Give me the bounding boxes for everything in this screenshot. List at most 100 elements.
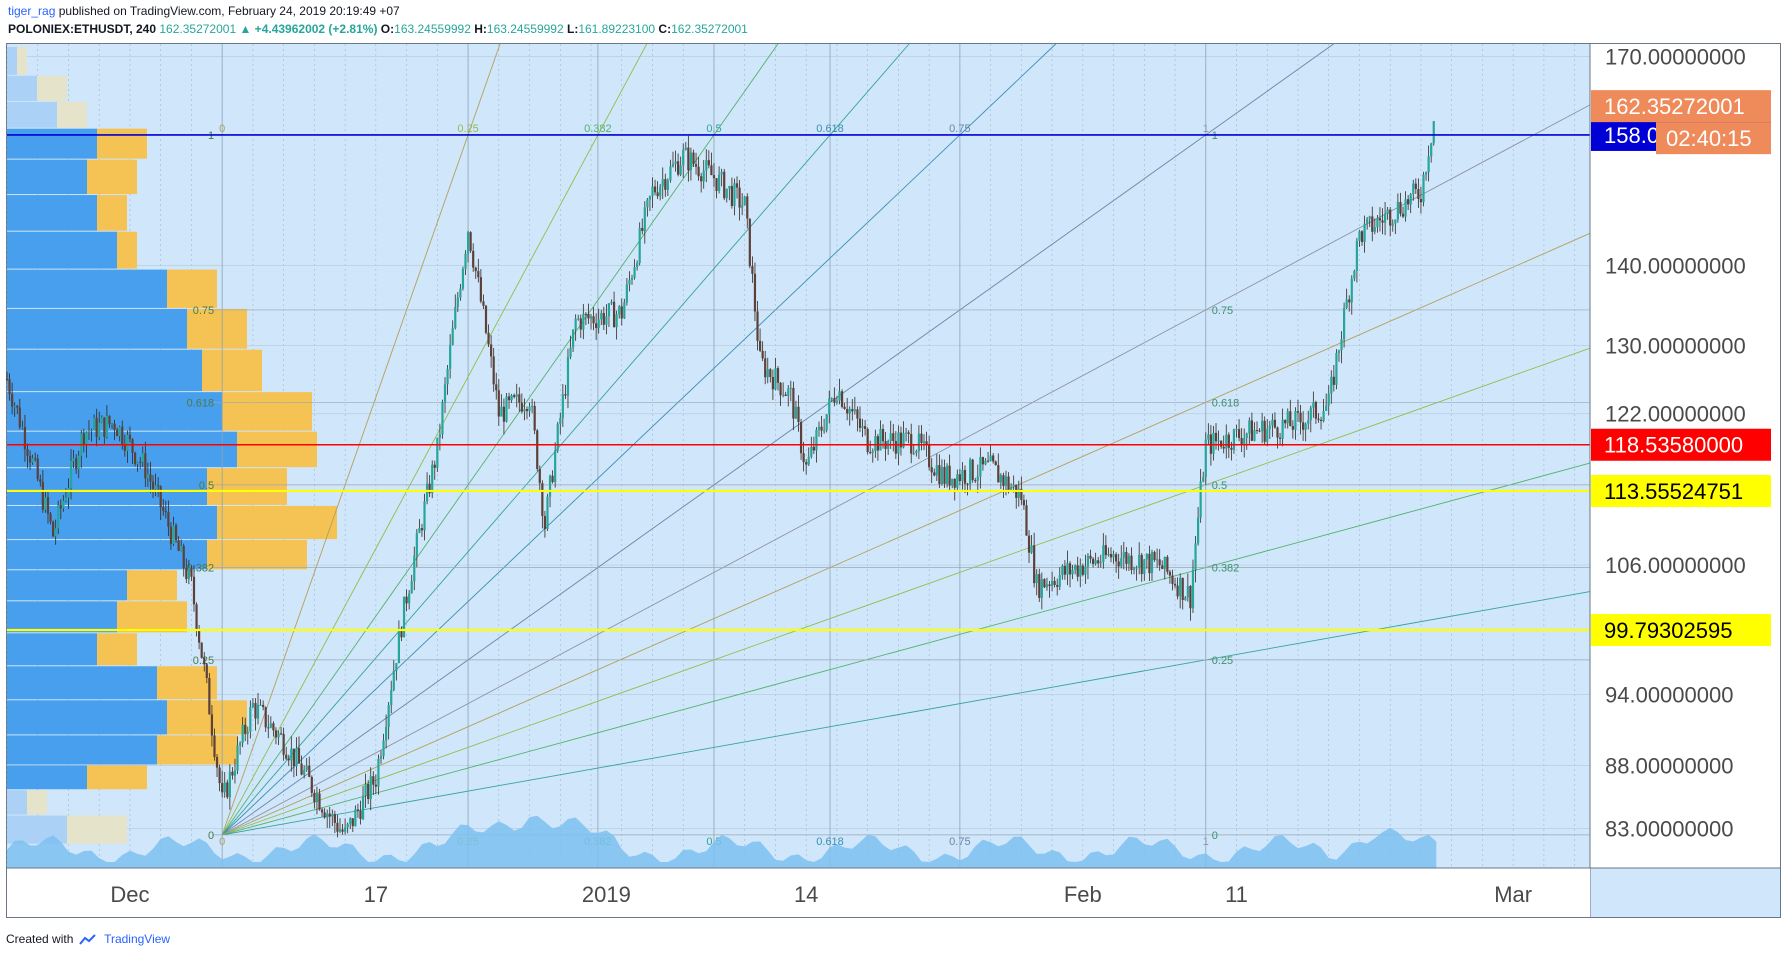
candle-body bbox=[1094, 560, 1097, 564]
candle-body bbox=[1417, 189, 1420, 199]
volume-profile-sell bbox=[187, 308, 247, 349]
candle-body bbox=[712, 175, 716, 179]
candle-body bbox=[794, 406, 798, 419]
candle-body bbox=[72, 458, 75, 461]
candle-body bbox=[1107, 553, 1110, 556]
candle-body bbox=[541, 483, 544, 517]
candle-body bbox=[110, 423, 114, 425]
candle-body bbox=[1309, 407, 1312, 421]
candle-body bbox=[192, 576, 196, 605]
candle-body bbox=[848, 408, 851, 414]
candle-body bbox=[587, 313, 590, 319]
candle-body bbox=[374, 784, 377, 787]
volume-profile-buy bbox=[7, 46, 17, 75]
volume-profile-sell bbox=[17, 46, 27, 75]
candle-body bbox=[1171, 575, 1174, 584]
candle-body bbox=[1125, 551, 1128, 564]
candle-body bbox=[1050, 580, 1054, 587]
candle-body bbox=[154, 485, 157, 490]
price-tick-label: 140.00000000 bbox=[1605, 254, 1746, 279]
candle-body bbox=[958, 474, 961, 482]
candle-body bbox=[1319, 419, 1323, 422]
candle-body bbox=[720, 171, 723, 175]
candle-body bbox=[369, 776, 372, 800]
candle-body bbox=[705, 160, 708, 171]
gann-fan-ray bbox=[222, 347, 1591, 836]
candle-body bbox=[538, 468, 541, 484]
candle-body bbox=[636, 263, 639, 268]
candle-body bbox=[1038, 574, 1041, 598]
candle-body bbox=[492, 356, 495, 385]
candle-body bbox=[215, 756, 219, 768]
candle-body bbox=[423, 501, 426, 531]
candle-body bbox=[807, 456, 810, 465]
candle-body bbox=[500, 406, 503, 417]
volume-profile-sell bbox=[207, 540, 307, 570]
candle-body bbox=[799, 422, 803, 454]
candle-body bbox=[938, 465, 941, 485]
candle-body bbox=[190, 567, 193, 577]
fib-time-label-top: 1 bbox=[1203, 123, 1209, 135]
candle-body bbox=[361, 795, 365, 819]
candle-body bbox=[1173, 583, 1177, 586]
fib-time-label-top: 0.382 bbox=[584, 123, 612, 135]
candle-body bbox=[974, 480, 977, 482]
candle-body bbox=[279, 733, 283, 735]
candle-body bbox=[1104, 545, 1107, 556]
candle-body bbox=[684, 147, 687, 150]
price-line-label-bg bbox=[1591, 614, 1771, 647]
candle-body bbox=[597, 319, 600, 329]
candle-body bbox=[1284, 419, 1287, 424]
candle-body bbox=[1307, 420, 1310, 424]
candle-body bbox=[341, 829, 344, 832]
gann-fan-ray bbox=[221, 43, 501, 836]
candle-body bbox=[1289, 411, 1292, 427]
candle-body bbox=[157, 485, 160, 487]
volume-profile-buy bbox=[7, 75, 37, 101]
ohlc-legend: POLONIEX:ETHUSDT, 240 162.35272001 ▲ +4.… bbox=[8, 20, 748, 38]
candle-body bbox=[149, 474, 152, 482]
change-value: ▲ +4.43962002 (+2.81%) bbox=[239, 22, 378, 36]
candle-body bbox=[994, 461, 997, 466]
candle-body bbox=[715, 178, 718, 191]
tradingview-link[interactable]: TradingView bbox=[104, 932, 171, 946]
candle-body bbox=[77, 455, 80, 470]
candle-body bbox=[792, 387, 795, 419]
candle-body bbox=[564, 394, 567, 396]
candle-body bbox=[1296, 411, 1300, 413]
open-label: O: bbox=[380, 22, 395, 36]
candle-body bbox=[771, 376, 774, 390]
candle-body bbox=[548, 475, 552, 497]
candle-body bbox=[743, 196, 746, 206]
close-label: C: bbox=[658, 22, 672, 36]
volume-profile-sell bbox=[157, 735, 237, 765]
candle-body bbox=[871, 451, 874, 453]
candle-body bbox=[1317, 418, 1320, 420]
candle-body bbox=[1227, 434, 1230, 448]
author-link[interactable]: tiger_rag bbox=[8, 4, 56, 18]
candle-body bbox=[182, 546, 185, 569]
candle-body bbox=[461, 268, 465, 289]
gann-fan-ray bbox=[221, 43, 648, 836]
volume-profile-sell bbox=[117, 231, 137, 269]
candle-body bbox=[1004, 476, 1008, 486]
volume-profile-buy bbox=[7, 735, 157, 765]
candle-body bbox=[356, 809, 360, 811]
fib-price-label-left: 0.382 bbox=[187, 562, 215, 574]
candle-body bbox=[761, 350, 764, 359]
candle-body bbox=[846, 408, 849, 414]
last-price-label-bg bbox=[1591, 90, 1771, 123]
candle-body bbox=[518, 394, 521, 403]
candle-body bbox=[367, 783, 370, 800]
candle-body bbox=[1168, 571, 1172, 576]
candle-body bbox=[469, 232, 472, 251]
candle-body bbox=[1045, 584, 1049, 588]
candle-body bbox=[986, 460, 990, 462]
candle-body bbox=[907, 432, 910, 434]
candle-body bbox=[997, 465, 1000, 483]
candle-body bbox=[851, 408, 854, 412]
candle-body bbox=[382, 740, 385, 757]
candle-body bbox=[1322, 410, 1325, 422]
candle-body bbox=[861, 426, 864, 428]
